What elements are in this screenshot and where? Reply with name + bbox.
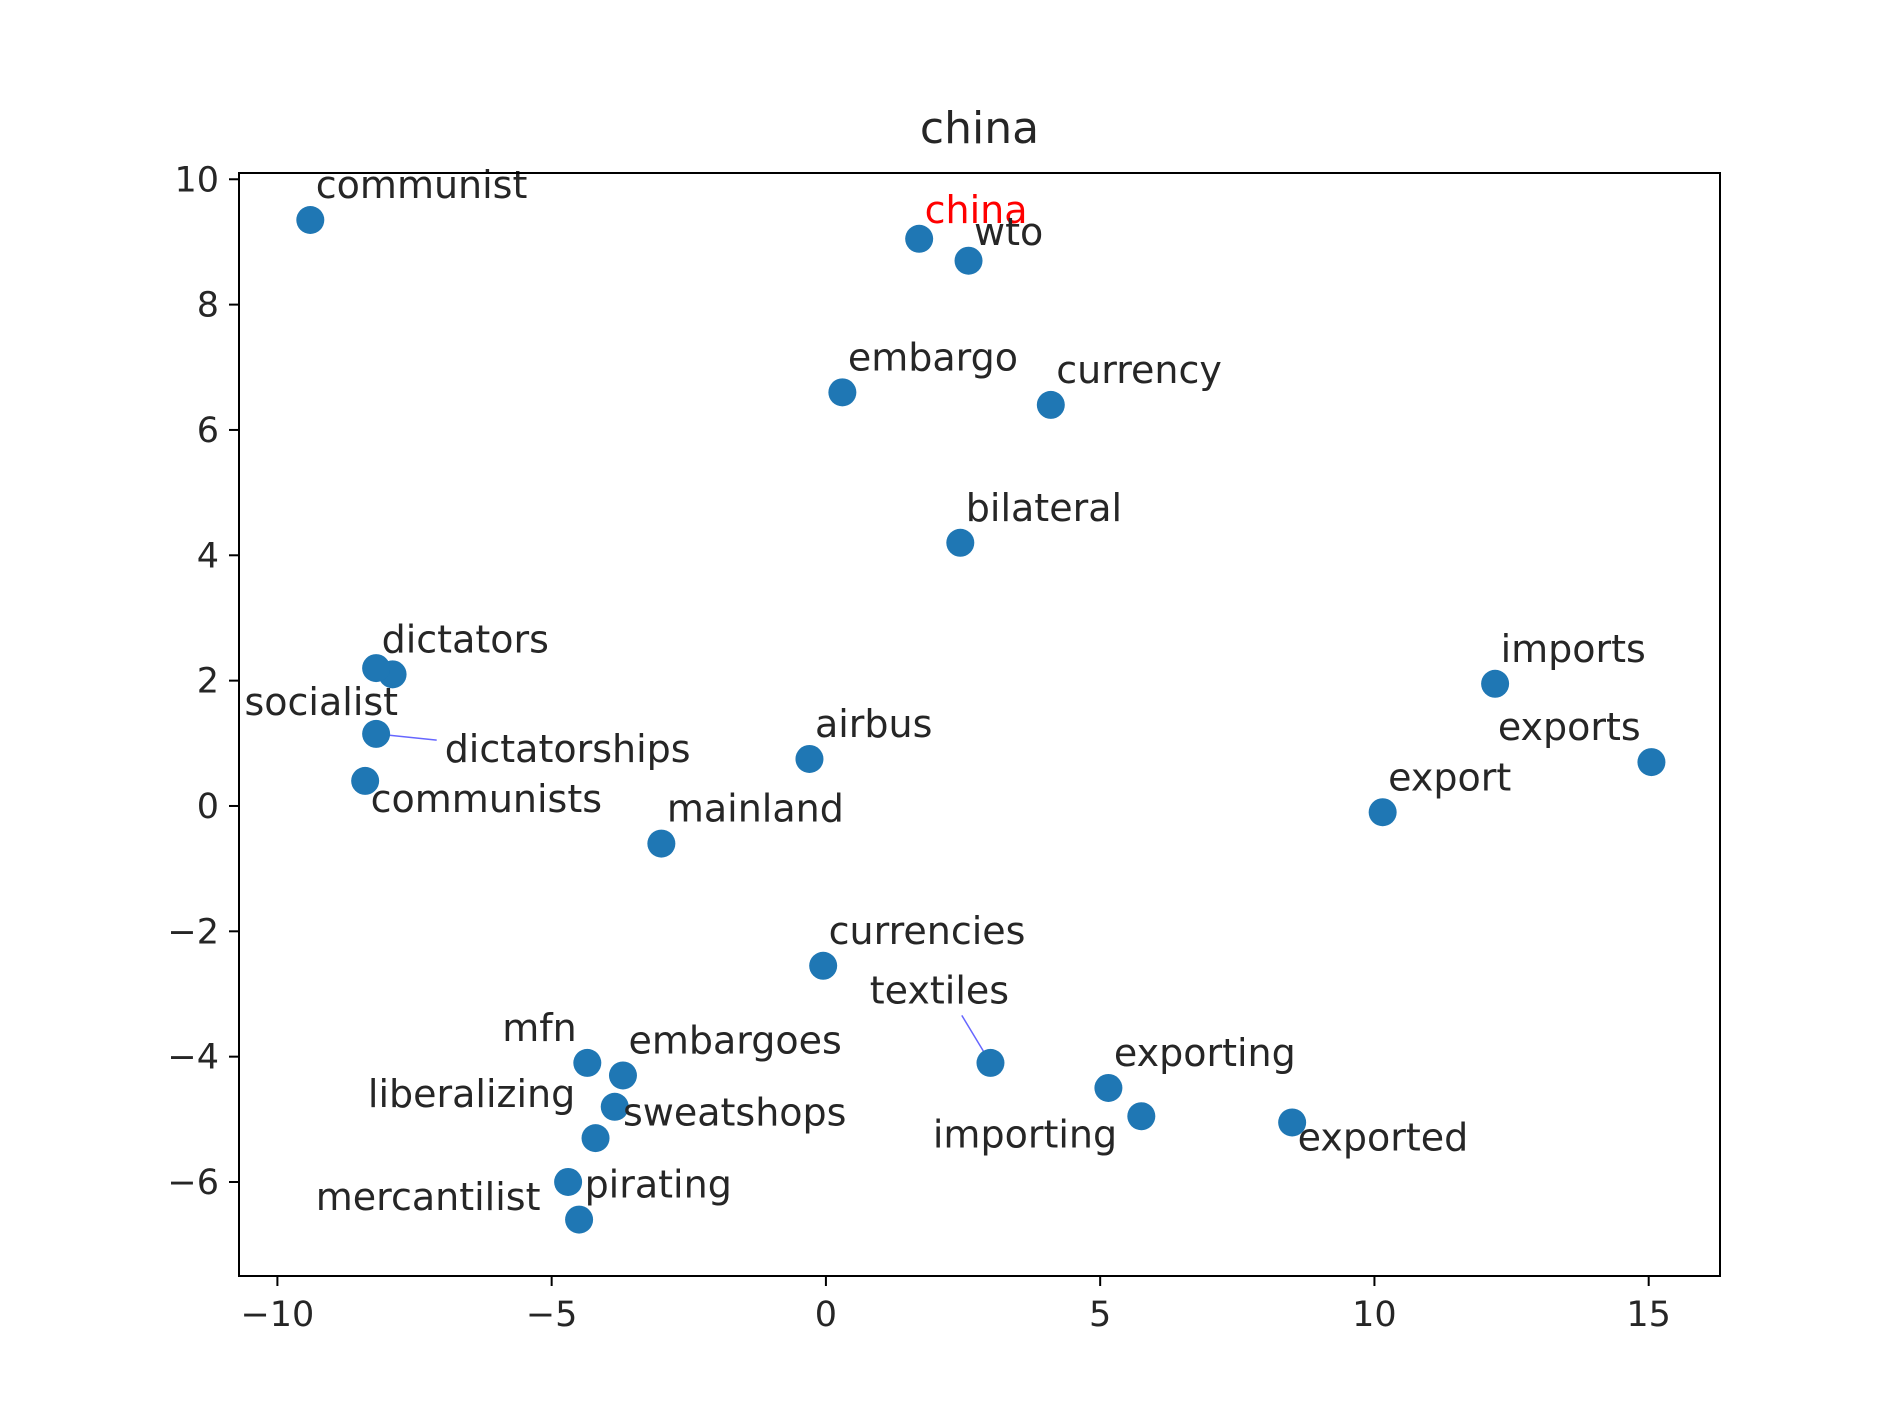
y-tick-label: 0 <box>197 787 219 827</box>
data-point <box>608 1061 637 1090</box>
y-tick-label: 4 <box>197 536 219 576</box>
point-label: wto <box>974 210 1043 254</box>
chart-title: china <box>920 103 1039 154</box>
y-tick-label: 10 <box>174 160 219 200</box>
data-point <box>795 744 824 773</box>
point-label: mfn <box>502 1006 576 1050</box>
point-label: importing <box>933 1113 1117 1157</box>
data-point <box>362 654 391 683</box>
y-tick-label: 2 <box>197 662 219 702</box>
data-point <box>954 246 983 275</box>
data-point <box>296 206 325 235</box>
data-point <box>351 766 380 795</box>
point-label: embargoes <box>628 1019 841 1063</box>
point-label: exports <box>1498 705 1641 749</box>
y-tick-label: 6 <box>197 411 219 451</box>
x-tick-label: 0 <box>815 1295 837 1335</box>
x-tick-label: 5 <box>1089 1295 1111 1335</box>
point-label: airbus <box>815 702 932 746</box>
y-tick-label: −4 <box>167 1038 219 1078</box>
data-point <box>1094 1073 1123 1102</box>
data-point <box>600 1092 629 1121</box>
point-label: communist <box>316 163 528 207</box>
y-axis: −6 −4 −2 0 2 4 6 8 10 <box>167 160 239 1203</box>
point-label: embargo <box>848 335 1018 379</box>
data-point <box>554 1167 583 1196</box>
point-label: dictatorships <box>445 727 691 771</box>
data-point <box>647 829 676 858</box>
data-point <box>905 224 934 253</box>
data-point <box>1368 798 1397 827</box>
data-point <box>809 951 838 980</box>
point-label: mercantilist <box>316 1175 541 1219</box>
point-label: imports <box>1501 627 1646 671</box>
point-label: currencies <box>829 909 1026 953</box>
point-label: mainland <box>667 787 844 831</box>
data-points <box>296 206 1666 1234</box>
point-label: textiles <box>870 968 1009 1012</box>
data-point <box>976 1048 1005 1077</box>
data-point <box>1637 748 1666 777</box>
data-point <box>828 378 857 407</box>
data-point <box>1481 669 1510 698</box>
point-label: currency <box>1056 348 1222 392</box>
point-label: communists <box>371 777 602 821</box>
data-point <box>1127 1102 1156 1131</box>
point-label: liberalizing <box>368 1072 575 1116</box>
point-label: socialist <box>244 680 398 724</box>
y-tick-label: 8 <box>197 286 219 326</box>
x-tick-label: −5 <box>526 1295 578 1335</box>
axes-frame <box>238 172 1721 1277</box>
point-label: exporting <box>1114 1031 1296 1075</box>
data-point <box>581 1124 610 1153</box>
data-point <box>362 719 391 748</box>
point-label: exported <box>1298 1116 1469 1160</box>
x-axis: −10 −5 0 5 10 15 <box>240 1276 1671 1335</box>
x-tick-label: 15 <box>1626 1295 1671 1335</box>
point-label: export <box>1388 755 1511 799</box>
y-tick-label: −2 <box>167 912 219 952</box>
data-point <box>573 1048 602 1077</box>
point-label: pirating <box>585 1163 732 1207</box>
x-tick-label: −10 <box>240 1295 314 1335</box>
point-label: sweatshops <box>623 1091 847 1135</box>
data-point <box>565 1205 594 1234</box>
x-tick-label: 10 <box>1352 1295 1397 1335</box>
data-point <box>946 528 975 557</box>
y-tick-label: −6 <box>167 1163 219 1203</box>
point-label: bilateral <box>966 486 1122 530</box>
data-point <box>1036 390 1065 419</box>
point-label: china <box>925 188 1028 232</box>
point-label: dictators <box>382 617 549 661</box>
data-point <box>1278 1108 1307 1137</box>
